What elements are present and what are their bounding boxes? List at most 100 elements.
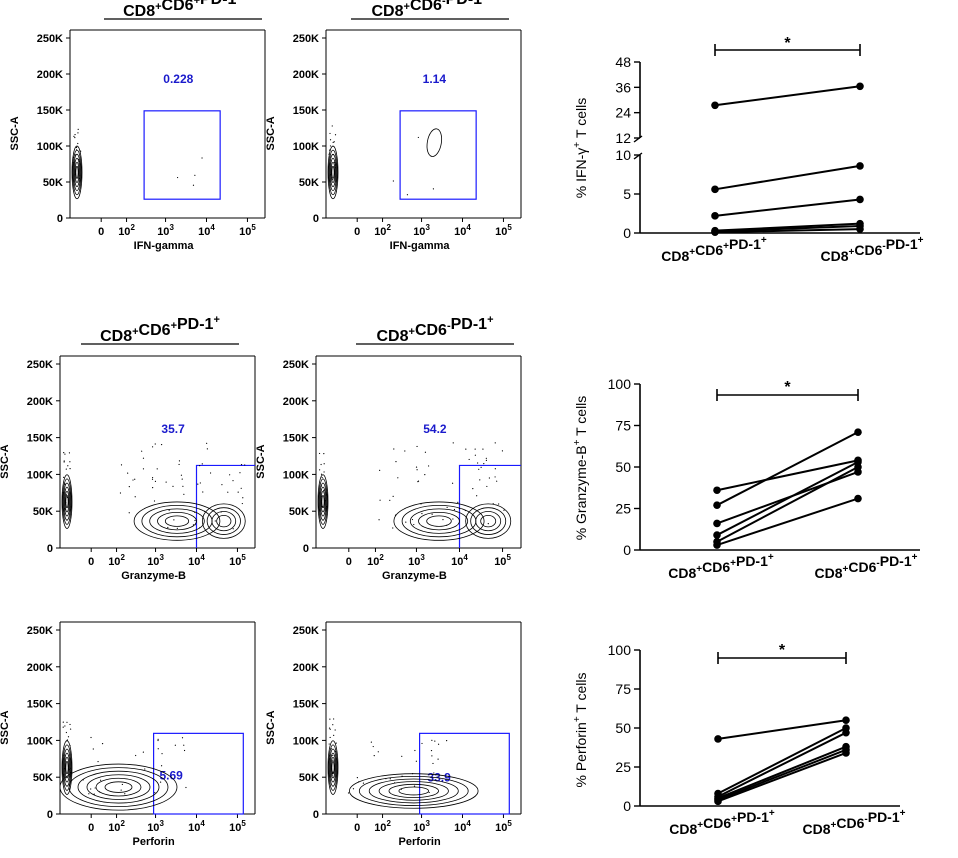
event-dot: [75, 149, 78, 151]
chart-y-axis-label: % Perforin+ T cells: [572, 672, 589, 787]
event-dot: [325, 507, 327, 509]
event-dot: [65, 501, 67, 503]
event-dot: [428, 791, 430, 794]
event-dot: [332, 771, 334, 773]
contour-ring: [378, 781, 449, 801]
flow-x-tick-label: 102: [108, 819, 125, 834]
flow-x-tick-label: 105: [494, 553, 511, 568]
flow-y-tick-label: 150K: [283, 433, 309, 445]
contour-ring: [319, 486, 327, 517]
event-dot: [452, 518, 454, 520]
event-dot: [182, 485, 184, 487]
event-dot: [416, 469, 418, 471]
event-dot: [201, 463, 203, 465]
flow-y-tick-label: 150K: [27, 699, 53, 711]
event-dot: [90, 736, 92, 739]
event-dot: [70, 771, 72, 774]
contour-ring: [329, 748, 337, 787]
event-dot: [172, 485, 174, 487]
event-dot: [330, 748, 332, 750]
flow-y-axis-label: SSC-A: [0, 710, 11, 744]
event-dot: [335, 742, 337, 744]
flow-panel-prf-sp: 250K 200K 150K 100K 50K 0 SSC-A 0 102 103 104 105 Pe…: [265, 621, 522, 848]
flow-panel-ifn-sp: 250K 200K 150K 100K 50K 0 SSC-A 0 102 103 104 105 IF…: [265, 29, 522, 252]
flow-x-tick-label: 0: [346, 556, 352, 568]
event-dot: [393, 448, 395, 450]
chart-y-axis-label: % IFN-γ+ T cells: [572, 98, 589, 199]
flow-y-tick-label: 100K: [27, 735, 53, 747]
event-dot: [323, 453, 325, 455]
event-dot: [417, 481, 419, 483]
event-dot: [389, 778, 391, 780]
event-dot: [156, 468, 158, 470]
event-dot: [326, 506, 328, 508]
chart-y-tick-label: 12: [615, 130, 631, 146]
event-dot: [406, 194, 409, 196]
contour-ring: [330, 756, 336, 779]
event-dot: [194, 519, 196, 522]
flow-y-tick-label: 50K: [33, 772, 53, 784]
event-dot: [63, 460, 65, 462]
event-dot: [329, 755, 331, 757]
chart-y-tick-label: 48: [615, 54, 631, 70]
event-dot: [142, 457, 145, 459]
event-dot: [69, 468, 71, 470]
flow-y-tick-label: 100K: [283, 469, 309, 481]
event-dot: [395, 461, 397, 463]
flow-title-ifn-sp: CD8+CD6-PD-1+: [371, 0, 488, 20]
event-dot: [370, 741, 372, 743]
event-dot: [503, 509, 505, 511]
event-dot: [328, 743, 330, 745]
contour-ring: [86, 774, 151, 800]
chart-x-category-label: CD8+CD6-PD-1+: [821, 235, 924, 264]
contour-ring: [426, 128, 443, 157]
event-dot: [420, 503, 422, 505]
event-dot: [498, 503, 500, 505]
event-dot: [134, 478, 136, 480]
flow-x-tick-label: 103: [413, 819, 430, 834]
event-dot: [320, 463, 322, 466]
event-dot: [201, 157, 203, 159]
chart-y-tick-label: 50: [615, 720, 631, 736]
flow-x-tick-label: 104: [454, 223, 471, 238]
contour-ring: [480, 514, 497, 528]
event-dot: [199, 465, 201, 467]
series-line-donor-1: [717, 719, 847, 740]
event-dot: [239, 472, 241, 474]
event-dot: [232, 528, 234, 530]
event-dot: [72, 156, 75, 159]
flow-x-tick-label: 102: [374, 819, 391, 834]
contour-ring: [65, 760, 69, 775]
event-dot: [362, 782, 365, 784]
event-dot: [80, 150, 82, 152]
event-dot: [240, 464, 243, 466]
data-point: [713, 486, 721, 495]
event-dot: [412, 773, 414, 775]
contour-ring: [465, 503, 512, 539]
flow-y-tick-label: 250K: [37, 33, 63, 45]
paired-chart-ifn: 12 24 36 48 0 5 10 * % IFN-γ+ T cells CD8+CD6+PD-…: [572, 35, 924, 264]
chart-x-category-label: CD8+CD6+PD-1+: [669, 808, 775, 837]
flow-x-axis-label: IFN-gamma: [134, 240, 195, 252]
event-dot: [476, 495, 478, 497]
gate-percentage: 5.69: [159, 768, 183, 782]
contour-ring: [63, 748, 71, 787]
event-dot: [153, 500, 156, 502]
contour-ring: [59, 763, 178, 811]
flow-y-tick-label: 50K: [299, 772, 319, 784]
event-dot: [159, 781, 162, 783]
event-dot: [496, 480, 498, 482]
event-dot: [424, 473, 426, 476]
contour-ring: [157, 511, 197, 531]
series-line-donor-2: [717, 727, 847, 795]
data-point: [711, 101, 719, 110]
event-dot: [240, 487, 242, 489]
event-dot: [68, 768, 70, 771]
event-dot: [68, 452, 71, 454]
event-dot: [94, 787, 96, 789]
flow-x-axis-label: Granzyme-B: [382, 570, 447, 582]
event-dot: [227, 491, 229, 493]
chart-x-category-label: CD8+CD6-PD-1+: [803, 808, 906, 837]
event-dot: [178, 460, 181, 462]
event-dot: [320, 505, 323, 507]
